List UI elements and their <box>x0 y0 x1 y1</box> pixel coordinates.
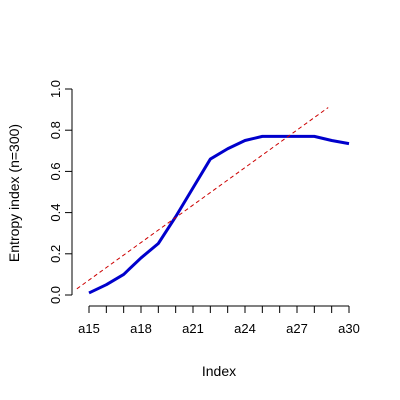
x-axis-label: Index <box>202 363 236 379</box>
y-tick-label: 0.8 <box>48 121 63 139</box>
y-tick-label: 0.6 <box>48 162 63 180</box>
x-tick-label: a18 <box>130 321 152 336</box>
entropy-series-line <box>88 134 350 295</box>
x-tick-label: a27 <box>286 321 308 336</box>
y-tick-label: 0.4 <box>48 204 63 222</box>
y-axis: 0.0 0.2 0.4 0.6 0.8 1.0 <box>48 80 73 304</box>
y-tick-label: 0.0 <box>48 286 63 304</box>
series-layer <box>76 107 350 295</box>
x-tick-label: a24 <box>234 321 256 336</box>
x-tick-label: a30 <box>338 321 360 336</box>
x-tick-label: a21 <box>182 321 204 336</box>
x-axis: a15 a18 a21 a24 a27 a30 <box>78 305 360 336</box>
x-tick-label: a15 <box>78 321 100 336</box>
y-tick-label: 1.0 <box>48 80 63 98</box>
reference-dashed-line <box>76 107 329 290</box>
y-axis-label: Entropy index (n=300) <box>6 124 22 262</box>
y-tick-label: 0.2 <box>48 245 63 263</box>
